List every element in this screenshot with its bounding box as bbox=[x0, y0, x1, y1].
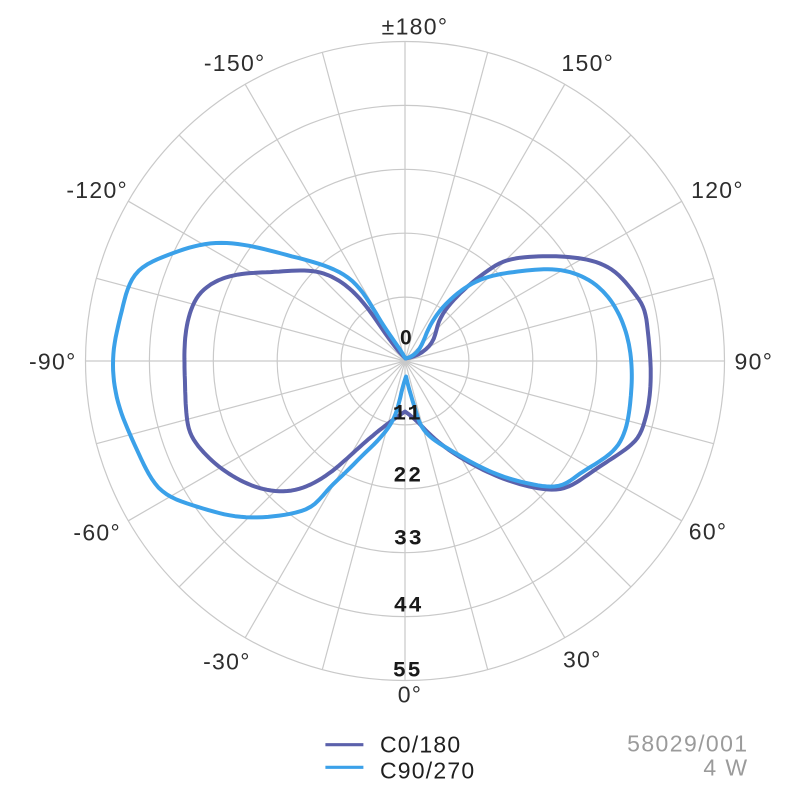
svg-text:-60°: -60° bbox=[73, 519, 121, 545]
svg-text:90°: 90° bbox=[735, 349, 774, 375]
svg-text:150°: 150° bbox=[561, 50, 614, 76]
svg-text:30°: 30° bbox=[563, 647, 602, 673]
svg-text:58029/001: 58029/001 bbox=[627, 731, 748, 757]
svg-text:-90°: -90° bbox=[29, 349, 77, 375]
svg-text:22: 22 bbox=[393, 464, 422, 489]
svg-text:11: 11 bbox=[393, 402, 422, 427]
svg-text:±180°: ±180° bbox=[382, 13, 449, 39]
svg-text:60°: 60° bbox=[689, 519, 728, 545]
svg-text:55: 55 bbox=[393, 659, 422, 684]
svg-text:-150°: -150° bbox=[204, 50, 266, 76]
svg-text:120°: 120° bbox=[691, 177, 744, 203]
svg-text:44: 44 bbox=[394, 594, 423, 619]
svg-text:C0/180: C0/180 bbox=[380, 732, 461, 758]
svg-text:33: 33 bbox=[394, 527, 423, 552]
svg-text:0: 0 bbox=[400, 327, 412, 350]
svg-text:4 W: 4 W bbox=[703, 755, 748, 781]
svg-text:-30°: -30° bbox=[203, 648, 251, 674]
svg-text:C90/270: C90/270 bbox=[380, 758, 475, 784]
svg-text:-120°: -120° bbox=[66, 177, 128, 203]
svg-text:0°: 0° bbox=[398, 682, 423, 708]
